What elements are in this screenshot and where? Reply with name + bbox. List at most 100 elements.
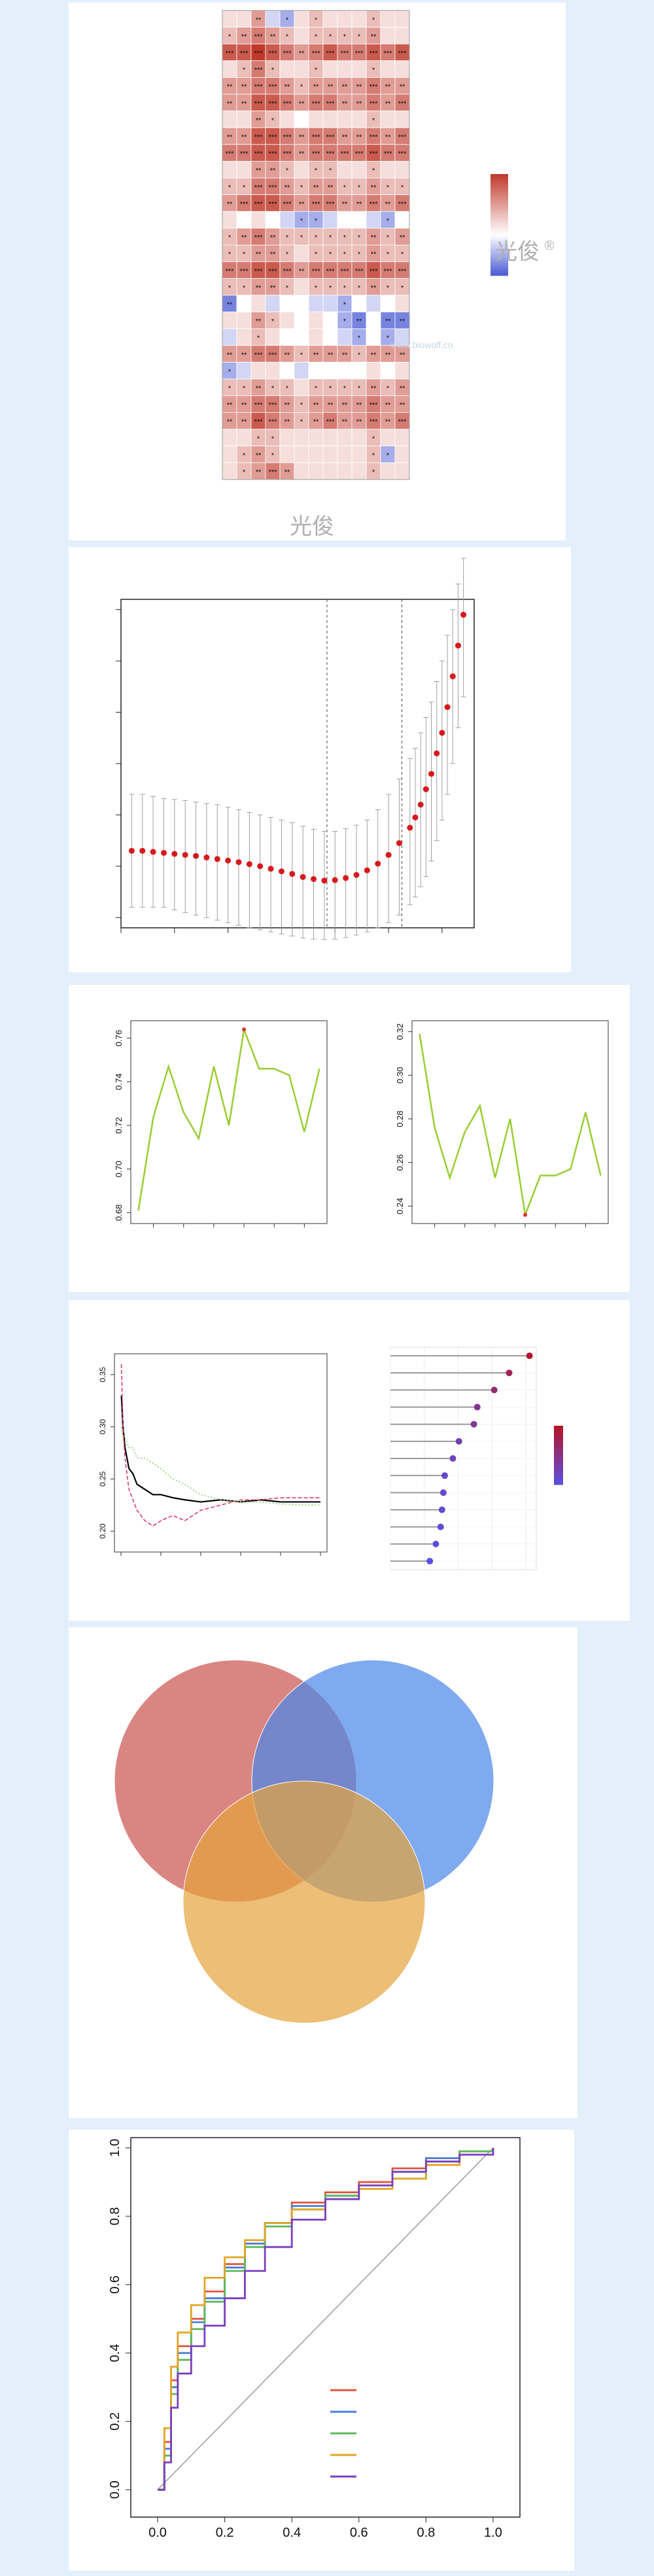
- significance-mark: **: [299, 50, 305, 58]
- significance-mark: *: [372, 451, 375, 459]
- significance-mark: ***: [312, 150, 321, 158]
- significance-mark: *: [257, 435, 260, 443]
- significance-mark: **: [256, 451, 262, 459]
- heatmap-cell: [351, 362, 367, 379]
- deviance-point: [332, 877, 338, 883]
- plot-frame: [411, 1020, 609, 1224]
- significance-mark: ***: [240, 150, 249, 158]
- heatmap-cell: [322, 328, 338, 346]
- significance-mark: ***: [254, 418, 264, 426]
- significance-mark: **: [356, 200, 362, 208]
- heatmap-cell: [294, 446, 309, 463]
- significance-mark: ***: [254, 83, 264, 91]
- significance-mark: **: [256, 385, 262, 393]
- lollipop-point: [490, 1386, 498, 1394]
- significance-mark: **: [284, 83, 290, 91]
- significance-mark: *: [300, 217, 303, 225]
- significance-mark: **: [400, 318, 405, 326]
- significance-mark: **: [328, 402, 334, 410]
- heatmap-cell: [322, 294, 338, 313]
- heatmap-cell: [236, 429, 252, 447]
- y-tick-label: 0.32: [395, 1023, 405, 1040]
- significance-mark: **: [342, 200, 348, 208]
- heatmap-cell: [322, 362, 338, 379]
- significance-mark: *: [372, 67, 375, 75]
- heatmap-cell: [351, 60, 367, 78]
- significance-mark: **: [256, 16, 262, 24]
- y-tick-label: 0.6: [108, 2276, 122, 2294]
- y-tick-label: 0.2: [108, 2412, 122, 2431]
- heatmap-cell: [265, 211, 281, 229]
- heatmap-cell: [351, 111, 367, 128]
- deviance-point: [396, 840, 402, 847]
- heatmap-cell: [337, 462, 353, 480]
- heatmap-cell: [394, 446, 410, 463]
- significance-mark: *: [343, 251, 347, 258]
- x-tick-label: 0.6: [350, 2526, 368, 2540]
- significance-mark: **: [284, 418, 290, 426]
- colorbar-step: [554, 1443, 563, 1446]
- heatmap-cell: [294, 10, 309, 28]
- significance-mark: **: [385, 418, 391, 426]
- significance-mark: *: [300, 351, 303, 359]
- significance-mark: *: [286, 33, 289, 41]
- significance-mark: **: [227, 200, 233, 208]
- significance-mark: **: [371, 33, 377, 41]
- heatmap-cell: [366, 362, 381, 379]
- heatmap-cell: [366, 311, 381, 329]
- deviance-point: [444, 704, 451, 711]
- heatmap-cell: [351, 211, 367, 229]
- heatmap-cell: [236, 362, 252, 379]
- significance-mark: ***: [398, 268, 407, 275]
- heatmap-cell: [394, 160, 410, 179]
- y-tick-label: 0.30: [98, 1419, 107, 1435]
- colorbar-step: [554, 1439, 563, 1442]
- significance-mark: **: [227, 83, 233, 91]
- significance-mark: **: [342, 351, 348, 359]
- significance-mark: *: [243, 67, 246, 75]
- heatmap-cell: [250, 294, 266, 313]
- colorbar-step: [490, 212, 508, 215]
- significance-mark: ***: [283, 200, 292, 208]
- rf-error-line: [120, 1395, 320, 1503]
- significance-mark: **: [270, 234, 276, 242]
- significance-mark: ***: [269, 200, 278, 208]
- significance-mark: *: [300, 83, 303, 91]
- significance-mark: **: [284, 351, 290, 359]
- significance-mark: *: [343, 385, 347, 393]
- heatmap-cell: [394, 111, 410, 128]
- significance-mark: **: [371, 184, 377, 192]
- significance-mark: **: [328, 83, 334, 91]
- colorbar-step: [490, 262, 508, 266]
- heatmap-cell: [337, 60, 353, 78]
- diagonal-reference: [157, 2147, 494, 2490]
- deviance-point: [300, 873, 306, 880]
- significance-mark: **: [400, 83, 405, 91]
- significance-mark: **: [385, 83, 391, 91]
- significance-mark: ***: [269, 268, 278, 275]
- significance-mark: *: [372, 435, 375, 443]
- significance-mark: ***: [226, 150, 235, 158]
- heatmap-cell: [351, 429, 367, 447]
- svm-panel: 0.68 0.70 0.72 0.74 0.76 0.24 0.26 0.28 0.30 0.3…: [69, 985, 630, 1292]
- significance-mark: *: [387, 385, 390, 393]
- significance-mark: *: [387, 217, 390, 225]
- lollipop-point: [432, 1540, 439, 1547]
- heatmap-cell: [308, 362, 324, 379]
- colorbar-step: [490, 232, 508, 236]
- deviance-point: [460, 612, 467, 618]
- heatmap-cell: [236, 10, 252, 28]
- colorbar-step: [490, 270, 508, 273]
- deviance-point: [343, 875, 349, 881]
- heatmap-cell: [308, 328, 324, 346]
- rf-panel: 0.20 0.25 0.30 0.35: [69, 1300, 630, 1621]
- plot-frame: [120, 599, 475, 928]
- heatmap-cell: [279, 429, 295, 447]
- deviance-point: [417, 802, 424, 808]
- heatmap-cell: [222, 446, 237, 463]
- colorbar-step: [490, 265, 508, 268]
- heatmap-cell: [222, 328, 237, 346]
- rf-error-line: [120, 1426, 320, 1506]
- heatmap-cell: [294, 27, 309, 44]
- significance-mark: *: [329, 167, 332, 175]
